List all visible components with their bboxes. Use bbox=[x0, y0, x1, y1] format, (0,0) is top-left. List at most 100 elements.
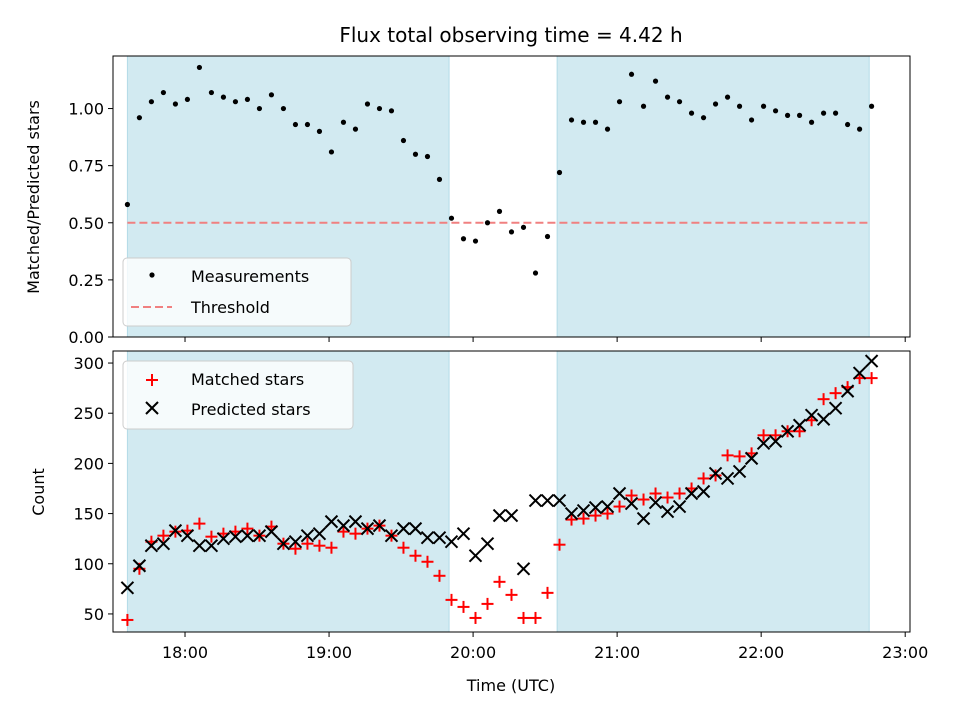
measurement-point bbox=[592, 119, 599, 125]
measurement-point bbox=[256, 105, 263, 112]
predicted-star-marker bbox=[672, 499, 687, 514]
measurement-point bbox=[460, 236, 467, 242]
predicted-star-marker bbox=[348, 514, 363, 529]
predicted-star-marker bbox=[132, 559, 147, 573]
measurement-point bbox=[676, 99, 683, 105]
predicted-star-marker bbox=[156, 536, 171, 551]
predicted-star-marker bbox=[660, 504, 675, 519]
ratio-legend-box bbox=[122, 257, 352, 327]
matched-star-marker bbox=[565, 513, 578, 526]
measurement-point bbox=[340, 119, 347, 125]
measurement-point bbox=[640, 103, 647, 109]
measurement-point bbox=[196, 64, 203, 71]
predicted-star-marker bbox=[192, 538, 207, 553]
measurement-point bbox=[832, 110, 839, 116]
matched-star-marker bbox=[433, 569, 446, 582]
matched-star-marker bbox=[337, 525, 350, 538]
predicted-star-marker bbox=[252, 528, 267, 543]
measurement-point bbox=[508, 229, 515, 235]
measurement-point bbox=[388, 108, 395, 114]
matched-star-marker bbox=[313, 539, 326, 552]
predicted-star-marker bbox=[312, 526, 327, 541]
predicted-star-marker bbox=[480, 536, 495, 551]
predicted-star-marker bbox=[516, 562, 531, 576]
matched-star-marker bbox=[829, 387, 842, 400]
ratio-y-tick-label: 0.50 bbox=[68, 214, 104, 233]
measurement-point bbox=[688, 110, 695, 116]
measurement-point bbox=[820, 110, 827, 116]
matched-star-marker bbox=[301, 537, 314, 550]
measurement-point bbox=[208, 89, 215, 96]
measurement-point bbox=[628, 71, 635, 77]
predicted-star-marker bbox=[624, 496, 639, 511]
predicted-star-marker bbox=[744, 451, 759, 466]
predicted-star-marker bbox=[588, 500, 603, 515]
matched-star-marker bbox=[757, 429, 770, 442]
matched-star-marker bbox=[241, 522, 254, 535]
matched-star-marker bbox=[625, 489, 638, 502]
measurement-point bbox=[172, 101, 179, 107]
predicted-star-marker bbox=[288, 534, 303, 549]
count-y-ticks: 50 100 150 200 250 300 bbox=[73, 354, 113, 624]
predicted-star-marker bbox=[564, 506, 579, 521]
measurement-point bbox=[724, 94, 731, 100]
measurement-point bbox=[376, 105, 383, 112]
matched-star-marker bbox=[637, 493, 650, 506]
predicted-star-marker bbox=[300, 528, 315, 543]
matched-star-marker bbox=[865, 372, 878, 385]
count-x-ticks: 18:00 19:00 20:00 21:00 22:00 23:00 bbox=[162, 632, 928, 662]
count-legend-box bbox=[122, 360, 354, 430]
matched-star-marker bbox=[661, 491, 674, 504]
predicted-star-marker bbox=[552, 493, 567, 508]
measurement-point bbox=[844, 121, 851, 128]
count-x-tick-label: 22:00 bbox=[738, 643, 784, 662]
ratio-legend: Measurements Threshold bbox=[122, 257, 352, 327]
count-y-tick-label: 100 bbox=[73, 555, 104, 574]
predicted-star-marker bbox=[420, 530, 435, 545]
count-axes-frame bbox=[112, 350, 911, 633]
observing-shade-layer bbox=[126, 350, 870, 633]
matched-star-marker bbox=[493, 575, 506, 588]
measurement-point bbox=[412, 151, 419, 157]
matched-star-marker bbox=[517, 611, 530, 624]
measurement-point bbox=[808, 119, 815, 125]
measurement-point bbox=[160, 89, 167, 96]
measurement-point bbox=[424, 153, 431, 160]
measurement-point bbox=[796, 112, 803, 118]
matched-star-marker bbox=[421, 555, 434, 568]
predicted-star-marker bbox=[228, 529, 243, 544]
measurement-point bbox=[664, 94, 671, 100]
ratio-y-ticks: 0.00 0.25 0.50 0.75 1.00 bbox=[68, 100, 113, 347]
measurement-point bbox=[604, 126, 611, 132]
matched-star-marker bbox=[205, 530, 218, 543]
predicted-star-marker bbox=[840, 384, 855, 398]
measurement-point bbox=[280, 105, 287, 112]
count-x-tick-label: 20:00 bbox=[450, 643, 496, 662]
predicted-star-marker bbox=[756, 436, 771, 451]
measurement-point bbox=[544, 233, 551, 240]
predicted-star-marker bbox=[204, 538, 219, 553]
matched-star-marker bbox=[649, 487, 662, 500]
matched-star-marker bbox=[553, 538, 566, 551]
predicted-star-marker bbox=[240, 528, 255, 543]
matched-star-marker bbox=[349, 527, 362, 540]
matched-star-marker bbox=[793, 425, 806, 438]
measurement-point bbox=[364, 101, 371, 107]
matched-star-marker bbox=[409, 549, 422, 562]
ratio-x-ticks bbox=[184, 337, 906, 342]
matched-star-marker bbox=[577, 512, 590, 525]
count-y-axis-label: Count bbox=[29, 468, 48, 516]
measurement-point bbox=[268, 92, 275, 98]
legend-matched-label: Matched stars bbox=[191, 370, 304, 389]
legend-matched-marker bbox=[146, 374, 158, 386]
predicted-star-marker bbox=[804, 408, 819, 422]
ratio-panel: 0.00 0.25 0.50 0.75 1.00 Matched/Predicted s… bbox=[24, 55, 911, 347]
measurement-point bbox=[244, 96, 251, 103]
measurement-point bbox=[568, 117, 575, 123]
predicted-star-marker bbox=[276, 536, 291, 551]
count-y-tick-label: 50 bbox=[84, 605, 104, 624]
predicted-star-marker bbox=[828, 401, 843, 415]
measurement-point bbox=[496, 208, 503, 214]
count-x-tick-label: 19:00 bbox=[306, 643, 352, 662]
